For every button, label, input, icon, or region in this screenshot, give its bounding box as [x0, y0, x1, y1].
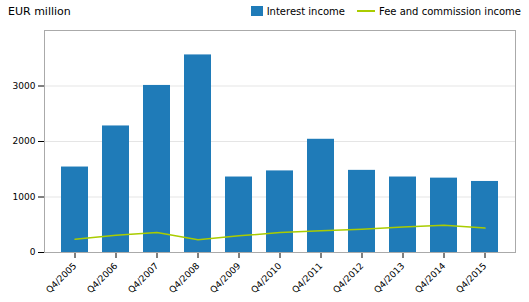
svg-text:3000: 3000 — [13, 81, 36, 91]
svg-text:1000: 1000 — [13, 192, 36, 202]
svg-text:Q4/2013: Q4/2013 — [372, 261, 406, 295]
svg-text:Q4/2014: Q4/2014 — [413, 261, 448, 296]
html-text:EUR million: EUR million — [8, 4, 71, 18]
svg-text:Q4/2006: Q4/2006 — [85, 261, 120, 296]
svg-text:Q4/2010: Q4/2010 — [249, 261, 284, 296]
svg-text:Q4/2008: Q4/2008 — [167, 261, 202, 296]
svg-text:2000: 2000 — [13, 136, 36, 146]
html-text:Interest income: Interest income — [266, 5, 345, 17]
svg-text:Q4/2007: Q4/2007 — [126, 261, 160, 295]
svg-text:Q4/2015: Q4/2015 — [454, 261, 488, 295]
svg-text:Q4/2009: Q4/2009 — [208, 261, 243, 296]
svg-text:Q4/2005: Q4/2005 — [44, 261, 78, 295]
svg-text:Q4/2012: Q4/2012 — [331, 261, 365, 295]
svg-text:Q4/2011: Q4/2011 — [290, 261, 324, 295]
html-text:Fee and commission income: Fee and commission income — [379, 5, 521, 17]
svg-text:0: 0 — [30, 247, 36, 257]
